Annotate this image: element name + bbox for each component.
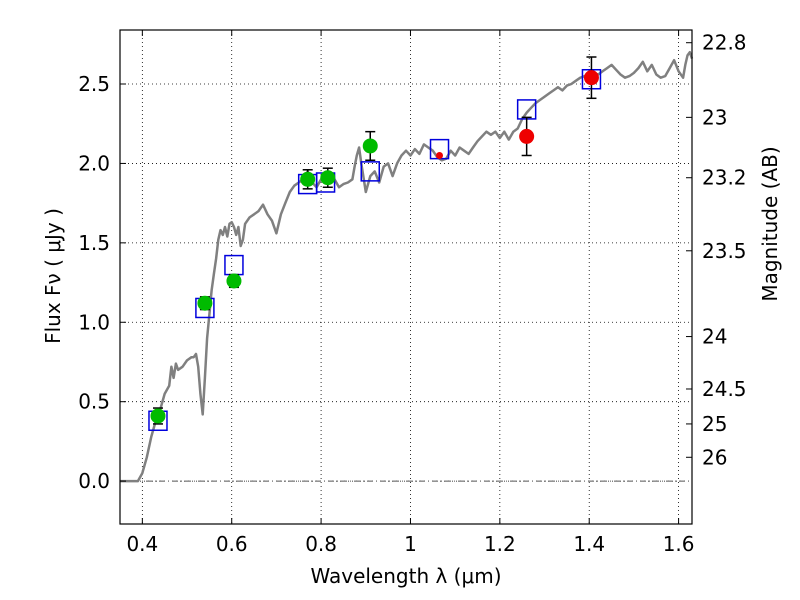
- mag-tick-label: 23.2: [702, 166, 747, 190]
- x-tick-label: 1.2: [484, 532, 516, 556]
- x-tick-label: 1.6: [663, 532, 695, 556]
- mag-tick-label: 24: [702, 325, 727, 349]
- y-tick-label: 2.5: [78, 72, 110, 96]
- grid-lines: [120, 30, 692, 524]
- mag-tick-label: 26: [702, 445, 727, 469]
- optical-photometry-point: [300, 171, 316, 187]
- y-tick-label: 1.5: [78, 231, 110, 255]
- x-tick-label: 1.4: [573, 532, 605, 556]
- axes-frame: [119, 29, 693, 525]
- y-tick-label: 1.0: [78, 310, 110, 334]
- y-axis-title: Flux Fν ( μJy ): [41, 208, 65, 344]
- x-tick-label: 0.6: [216, 532, 248, 556]
- y-tick-label: 0.0: [78, 469, 110, 493]
- x-tick-label: 0.8: [305, 532, 337, 556]
- x-axis-title: Wavelength λ (μm): [310, 564, 501, 588]
- plot-area: [120, 50, 694, 483]
- y2-axis-title: Magnitude (AB): [758, 146, 782, 301]
- optical-photometry-point: [320, 170, 336, 186]
- mag-tick-label: 23.5: [702, 239, 747, 263]
- model-photometry-square: [360, 161, 380, 182]
- x-tick-label: 0.4: [126, 532, 158, 556]
- y-tick-label: 0.5: [78, 390, 110, 414]
- nir-photometry-point: [519, 128, 535, 144]
- x-tick-label: 1: [404, 532, 417, 556]
- y-tick-label: 2.0: [78, 151, 110, 175]
- nir-photometry-point: [583, 70, 599, 86]
- mag-tick-label: 24.5: [702, 377, 747, 401]
- optical-photometry-point: [197, 295, 213, 311]
- axes-ticks: 0.4 0.6 0.8 1 1.2 1.4 1.6 0.0 0.5 1.0 1.5 2.0 2.5 22.…: [78, 30, 747, 556]
- optical-photometry-point: [362, 138, 378, 154]
- optical-photometry-point: [150, 408, 166, 424]
- optical-photometry-point: [226, 273, 242, 289]
- nir-photometry-point: [436, 151, 444, 159]
- mag-tick-label: 25: [702, 412, 727, 436]
- mag-tick-label: 23: [702, 105, 727, 129]
- mag-tick-label: 22.8: [702, 31, 747, 55]
